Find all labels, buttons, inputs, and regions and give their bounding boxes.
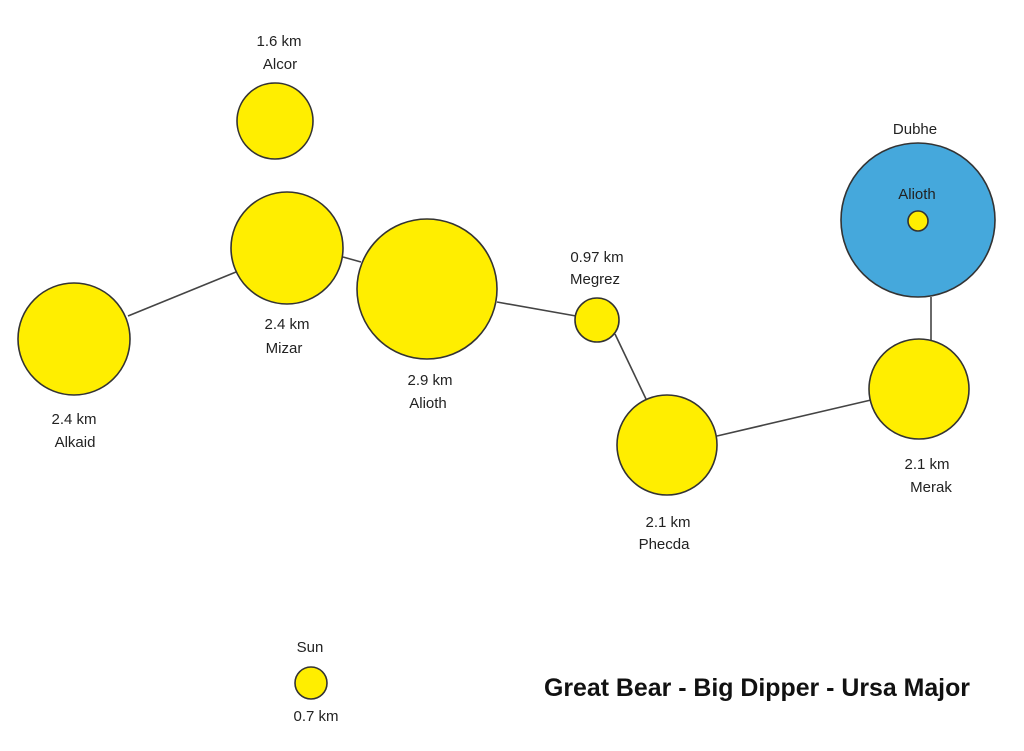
alkaid-name-label: Alkaid [55, 434, 96, 451]
merak-size-label: 2.1 km [904, 456, 949, 473]
link-alioth-megrez [496, 301, 577, 317]
alcor-name-label: Alcor [263, 56, 297, 73]
star-mizar [230, 191, 344, 305]
dubhe-name-label: Dubhe [893, 121, 937, 138]
star-alioth [356, 218, 498, 360]
alcor-size-label: 1.6 km [256, 33, 301, 50]
diagram-title: Great Bear - Big Dipper - Ursa Major [544, 674, 970, 702]
star-megrez [574, 297, 620, 343]
sun-name-label: Sun [297, 639, 324, 656]
megrez-size-label: 0.97 km [570, 249, 623, 266]
star-sun [294, 666, 328, 700]
link-phecda-merak [716, 399, 872, 437]
merak-name-label: Merak [910, 479, 952, 496]
sun-size-label: 0.7 km [293, 708, 338, 725]
alioth-size-label: 2.9 km [407, 372, 452, 389]
link-mizar-alioth [342, 256, 362, 263]
alioth-name-label: Alioth [409, 395, 447, 412]
phecda-size-label: 2.1 km [645, 514, 690, 531]
star-phecda [616, 394, 718, 496]
mizar-name-label: Mizar [266, 340, 303, 357]
star-dubhe-alioth-comparison [907, 210, 929, 232]
mizar-size-label: 2.4 km [264, 316, 309, 333]
star-alkaid [17, 282, 131, 396]
megrez-name-label: Megrez [570, 271, 620, 288]
phecda-name-label: Phecda [639, 536, 691, 553]
link-alkaid-mizar [127, 271, 237, 317]
star-alcor [236, 82, 314, 160]
link-megrez-phecda [614, 333, 647, 400]
alkaid-size-label: 2.4 km [51, 411, 96, 428]
dubhe-inner-alioth-label: Alioth [898, 186, 936, 203]
star-merak [868, 338, 970, 440]
